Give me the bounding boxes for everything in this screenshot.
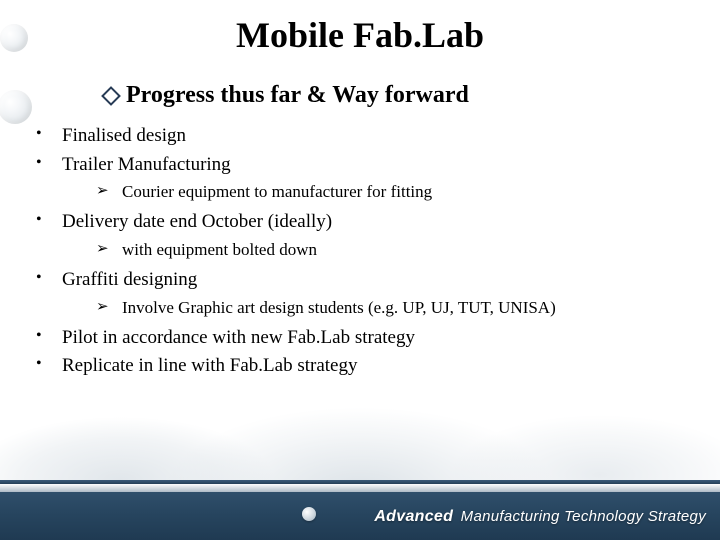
content-area: • Finalised design • Trailer Manufacturi… [34,124,690,383]
bullet-dot-icon: • [34,210,62,235]
list-subitem-text: with equipment bolted down [122,239,317,262]
list-item: • Trailer Manufacturing [34,153,690,178]
list-item: • Replicate in line with Fab.Lab strateg… [34,354,690,379]
arrow-bullet-icon: ➢ [96,239,122,262]
list-item-text: Pilot in accordance with new Fab.Lab str… [62,326,415,351]
list-item: • Pilot in accordance with new Fab.Lab s… [34,326,690,351]
footer-sphere-icon [302,507,316,521]
footer-strong: Advanced [374,508,453,525]
bullet-dot-icon: • [34,124,62,149]
bullet-dot-icon: • [34,268,62,293]
slide-title: Mobile Fab.Lab [0,14,720,56]
list-item-text: Graffiti designing [62,268,197,293]
list-subitem: ➢ Courier equipment to manufacturer for … [34,181,690,204]
bullet-dot-icon: • [34,153,62,178]
list-item: • Finalised design [34,124,690,149]
list-item-text: Trailer Manufacturing [62,153,231,178]
bullet-dot-icon: • [34,354,62,379]
list-subitem-text: Courier equipment to manufacturer for fi… [122,181,432,204]
footer-text: Advanced Manufacturing Technology Strate… [374,508,706,526]
list-subitem-text: Involve Graphic art design students (e.g… [122,297,556,320]
footer-rest: Manufacturing Technology Strategy [456,508,706,525]
list-item-text: Delivery date end October (ideally) [62,210,332,235]
subtitle-row: Progress thus far & Way forward [104,82,469,109]
arrow-bullet-icon: ➢ [96,181,122,204]
decorative-sphere-mid [0,90,32,124]
list-item-text: Replicate in line with Fab.Lab strategy [62,354,357,379]
list-item: • Delivery date end October (ideally) [34,210,690,235]
arrow-bullet-icon: ➢ [96,297,122,320]
list-item-text: Finalised design [62,124,186,149]
list-subitem: ➢ Involve Graphic art design students (e… [34,297,690,320]
footer-light-stripe [0,484,720,492]
slide-subtitle: Progress thus far & Way forward [126,82,469,109]
diamond-bullet-icon [101,86,121,106]
list-subitem: ➢ with equipment bolted down [34,239,690,262]
bullet-dot-icon: • [34,326,62,351]
list-item: • Graffiti designing [34,268,690,293]
